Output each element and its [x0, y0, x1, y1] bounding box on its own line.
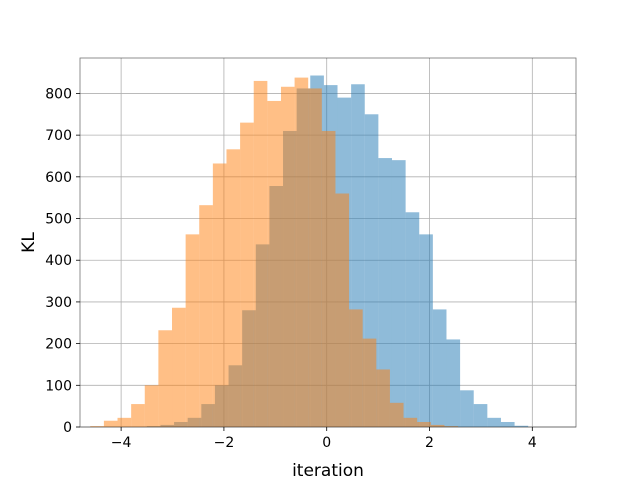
- histogram-bar-series-2: [212, 163, 227, 427]
- histogram-bar-series-2: [144, 385, 159, 427]
- histogram-bar-series-2: [90, 426, 104, 427]
- histogram-bar-series-2: [376, 369, 390, 427]
- histogram-bar-series-2: [308, 88, 322, 427]
- histogram-bar-series-2: [280, 86, 295, 427]
- y-tick-label: 500: [45, 212, 72, 228]
- histogram-bar-series-1: [446, 339, 461, 427]
- histogram-bar-series-2: [321, 130, 336, 427]
- histogram-bar-series-2: [103, 420, 118, 427]
- y-tick-label: 100: [45, 378, 72, 394]
- x-tick-label: 0: [322, 435, 331, 451]
- axis-ticks: −4 −2 0 2 4 0 100 200 300 400 500 600 700 800: [45, 86, 537, 451]
- histogram-bar-series-1: [500, 421, 515, 427]
- histogram-bar-series-1: [473, 404, 488, 427]
- y-axis-label: KL: [19, 232, 39, 253]
- x-tick-label: 4: [528, 435, 537, 451]
- x-tick-label: 2: [425, 435, 434, 451]
- histogram-bar-series-1: [514, 425, 529, 427]
- histogram-bar-series-2: [117, 417, 132, 427]
- histogram-bar-series-2: [362, 338, 377, 427]
- histogram-bar-series-1: [378, 158, 392, 427]
- histogram-bar-series-2: [349, 309, 363, 427]
- histogram-bar-series-2: [172, 307, 186, 427]
- histogram-bar-series-2: [131, 404, 145, 427]
- y-tick-label: 300: [45, 295, 72, 311]
- histogram-bar-series-2: [226, 149, 241, 427]
- histogram-bars: [90, 75, 529, 428]
- plot-frame: [79, 57, 577, 428]
- histogram-bar-series-2: [158, 330, 173, 427]
- histogram-bar-series-2: [417, 421, 431, 427]
- y-tick-label: 400: [45, 253, 72, 269]
- y-tick-label: 0: [63, 420, 72, 436]
- histogram-bar-series-2: [430, 424, 445, 427]
- y-tick-label: 600: [45, 170, 72, 186]
- histogram-bar-series-2: [294, 77, 309, 427]
- histogram-bar-series-1: [460, 390, 474, 427]
- x-tick-label: −4: [111, 435, 132, 451]
- histogram-bar-series-2: [444, 426, 459, 427]
- histogram-bar-series-2: [389, 402, 404, 427]
- y-tick-label: 800: [45, 86, 72, 102]
- x-axis-label: iteration: [292, 461, 364, 480]
- histogram-bar-series-2: [185, 234, 200, 427]
- histogram-bar-series-2: [253, 80, 268, 428]
- histogram-bar-series-1: [391, 160, 406, 428]
- histogram-bar-series-2: [267, 100, 281, 427]
- histogram-bar-series-2: [199, 205, 213, 427]
- y-tick-label: 700: [45, 128, 72, 144]
- histogram-bar-series-1: [487, 417, 501, 427]
- histogram-bar-series-1: [405, 212, 420, 427]
- histogram-bar-series-1: [419, 234, 433, 427]
- x-tick-label: −2: [214, 435, 235, 451]
- y-tick-label: 200: [45, 337, 72, 353]
- histogram-bar-series-2: [403, 417, 418, 427]
- histogram-bar-series-2: [240, 122, 254, 427]
- histogram-bar-series-2: [335, 193, 350, 427]
- histogram-bar-series-1: [432, 309, 447, 427]
